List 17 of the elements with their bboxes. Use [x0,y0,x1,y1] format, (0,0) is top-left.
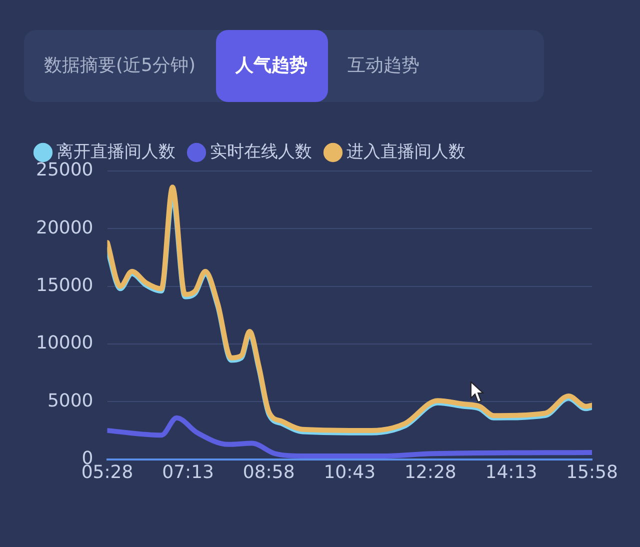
y-tick-label: 5000 [47,390,94,412]
x-tick-label: 15:58 [566,462,618,483]
x-tick-label: 08:58 [242,462,295,483]
x-tick-label: 12:28 [404,462,456,483]
legend-label: 进入直播间人数 [346,142,466,162]
x-tick-label: 07:13 [162,462,214,483]
text: 人气趋势 [216,30,328,102]
text: 互动趋势 [346,54,420,78]
legend-label: 离开直播间人数 [56,142,176,162]
y-tick-label: 25000 [36,160,94,181]
legend-label: 实时在线人数 [210,142,312,162]
y-tick-label: 10000 [36,332,94,354]
x-tick-label: 10:43 [324,462,376,483]
y-tick-label: 15000 [36,275,94,296]
y-tick-label: 20000 [36,217,94,238]
x-tick-label: 14:13 [485,462,538,483]
text: 数据摘要(近5分钟) [43,54,196,78]
